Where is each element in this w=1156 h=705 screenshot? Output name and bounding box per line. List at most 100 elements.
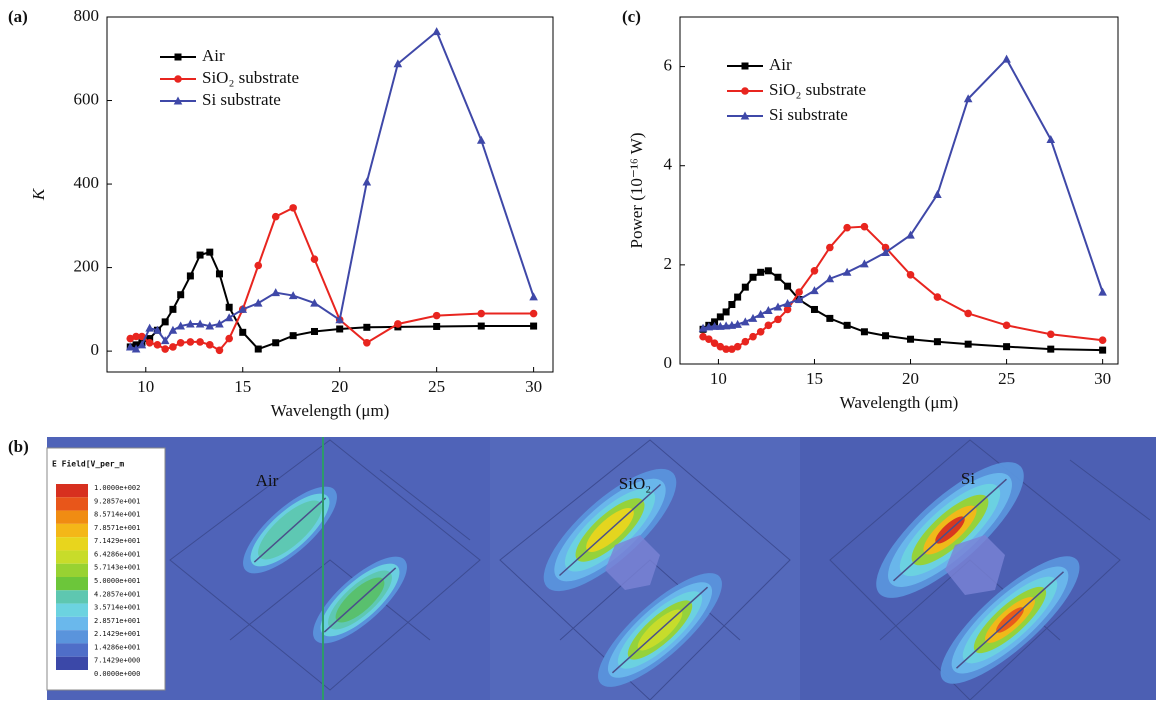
marker [882, 332, 889, 339]
marker [826, 244, 834, 252]
legend-marker [742, 63, 749, 70]
y-axis-label: K [29, 187, 48, 201]
marker [255, 346, 262, 353]
marker [530, 310, 538, 318]
legend-label: 6.4286e+001 [94, 550, 140, 558]
marker [290, 332, 297, 339]
marker [861, 328, 868, 335]
marker [161, 345, 169, 353]
series [699, 223, 1106, 353]
marker [363, 177, 372, 185]
marker [861, 223, 869, 231]
marker [206, 249, 213, 256]
legend-label: 5.0000e+001 [94, 577, 140, 585]
marker [477, 310, 485, 318]
marker [311, 255, 319, 263]
legend-swatch [56, 617, 88, 630]
legend-label: 4.2857e+001 [94, 590, 140, 598]
marker [742, 338, 750, 346]
marker [749, 333, 757, 341]
legend-marker [174, 75, 182, 83]
x-axis-label: Wavelength (μm) [840, 393, 959, 412]
x-tick-label: 30 [1094, 369, 1111, 388]
marker [254, 262, 262, 270]
marker [187, 338, 195, 346]
marker [811, 306, 818, 313]
legend-label: Si substrate [202, 90, 281, 109]
marker [1098, 288, 1107, 296]
legend-label: 8.5714e+001 [94, 511, 140, 519]
marker [216, 346, 224, 354]
marker [843, 224, 851, 232]
marker [478, 323, 485, 330]
marker [169, 343, 177, 351]
legend-swatch [56, 590, 88, 603]
marker [734, 294, 741, 301]
marker [529, 292, 538, 300]
marker [1003, 343, 1010, 350]
y-tick-label: 600 [74, 89, 100, 108]
panel-label: (a) [8, 7, 28, 26]
marker [154, 341, 162, 349]
legend-swatch [56, 657, 88, 670]
legend-swatch [56, 577, 88, 590]
figure: (b) E Field[V_per_m AirSiO₂Si1.0000e+002… [0, 0, 1156, 700]
marker [394, 320, 402, 328]
y-tick-label: 400 [74, 173, 100, 192]
marker [1047, 330, 1055, 338]
x-tick-label: 20 [331, 377, 348, 396]
x-tick-label: 25 [998, 369, 1015, 388]
legend-swatch [56, 524, 88, 537]
legend-label: Si substrate [769, 105, 848, 124]
marker [225, 335, 233, 343]
legend-label: 5.7143e+001 [94, 564, 140, 572]
marker [432, 27, 441, 35]
marker [844, 322, 851, 329]
marker [742, 284, 749, 291]
legend-label: 7.1429e+000 [94, 657, 140, 665]
marker [933, 190, 942, 198]
legend-swatch [56, 511, 88, 524]
marker [1099, 347, 1106, 354]
legend-marker [741, 87, 749, 95]
marker [811, 267, 819, 275]
marker [907, 336, 914, 343]
x-tick-label: 10 [137, 377, 154, 396]
legend-label: 2.8571e+001 [94, 617, 140, 625]
marker [477, 136, 486, 144]
panel-title: Air [256, 471, 279, 490]
panel-title: Si [961, 469, 975, 488]
legend-label: 9.2857e+001 [94, 497, 140, 505]
marker [336, 325, 343, 332]
marker [723, 308, 730, 315]
x-tick-label: 15 [806, 369, 823, 388]
marker [206, 341, 214, 349]
marker [1046, 135, 1055, 143]
legend-swatch [56, 484, 88, 497]
x-tick-label: 15 [234, 377, 251, 396]
marker [272, 213, 280, 221]
legend-label: 7.1429e+001 [94, 537, 140, 545]
field-panel [47, 437, 1156, 700]
marker [765, 267, 772, 274]
x-tick-label: 10 [710, 369, 727, 388]
legend-label: 7.8571e+001 [94, 524, 140, 532]
marker [169, 306, 176, 313]
legend-swatch [56, 630, 88, 643]
series-line [703, 271, 1103, 350]
marker [311, 328, 318, 335]
marker [964, 310, 972, 318]
marker [433, 312, 441, 320]
y-tick-label: 2 [664, 254, 673, 273]
legend-label: 0.0000e+000 [94, 670, 140, 678]
panel-label: (c) [622, 7, 641, 26]
series [699, 55, 1107, 332]
x-axis-label: Wavelength (μm) [271, 401, 390, 420]
legend-label: 2.1429e+001 [94, 630, 140, 638]
marker [750, 274, 757, 281]
marker [289, 204, 297, 212]
marker [734, 343, 742, 351]
legend-swatch [56, 537, 88, 550]
marker [774, 274, 781, 281]
marker [530, 323, 537, 330]
